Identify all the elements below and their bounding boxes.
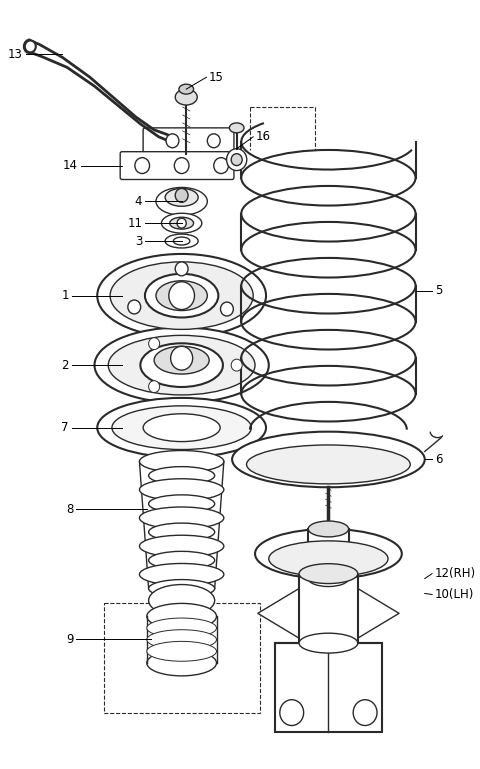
Ellipse shape <box>229 123 244 133</box>
Ellipse shape <box>140 343 223 387</box>
Ellipse shape <box>149 584 215 616</box>
Ellipse shape <box>140 507 224 529</box>
Text: 12(RH): 12(RH) <box>435 567 476 580</box>
Text: 14: 14 <box>63 159 78 172</box>
Ellipse shape <box>149 467 215 484</box>
Ellipse shape <box>149 495 215 513</box>
Ellipse shape <box>308 521 348 537</box>
Circle shape <box>128 300 141 314</box>
Text: 13: 13 <box>8 48 23 61</box>
Ellipse shape <box>140 451 224 472</box>
Ellipse shape <box>149 580 215 598</box>
Ellipse shape <box>143 414 220 441</box>
Ellipse shape <box>140 535 224 557</box>
Text: 6: 6 <box>435 453 442 466</box>
Ellipse shape <box>147 650 216 676</box>
Circle shape <box>169 281 194 310</box>
Ellipse shape <box>147 641 216 661</box>
Ellipse shape <box>232 431 425 488</box>
Ellipse shape <box>147 604 216 629</box>
Circle shape <box>280 700 304 725</box>
Circle shape <box>166 134 179 148</box>
Circle shape <box>149 381 160 393</box>
Text: 5: 5 <box>435 285 442 297</box>
Polygon shape <box>258 588 299 638</box>
Ellipse shape <box>147 618 216 638</box>
Ellipse shape <box>299 633 358 653</box>
Text: 15: 15 <box>209 71 224 84</box>
Ellipse shape <box>140 479 224 501</box>
Ellipse shape <box>149 523 215 541</box>
Ellipse shape <box>247 445 410 484</box>
Polygon shape <box>358 588 399 638</box>
Circle shape <box>174 158 189 174</box>
Circle shape <box>227 148 247 171</box>
Ellipse shape <box>147 630 216 650</box>
Ellipse shape <box>156 188 207 215</box>
Text: 11: 11 <box>127 217 142 230</box>
Ellipse shape <box>165 188 198 206</box>
Ellipse shape <box>161 213 202 233</box>
Ellipse shape <box>97 398 266 458</box>
Text: 3: 3 <box>135 235 142 248</box>
Text: 16: 16 <box>256 130 271 143</box>
Text: 4: 4 <box>135 195 142 208</box>
Ellipse shape <box>308 571 348 587</box>
Circle shape <box>353 700 377 725</box>
Circle shape <box>171 346 192 370</box>
Circle shape <box>177 218 186 228</box>
Text: 7: 7 <box>61 421 69 434</box>
Ellipse shape <box>140 564 224 585</box>
Text: 9: 9 <box>66 633 73 646</box>
Circle shape <box>149 338 160 350</box>
Ellipse shape <box>255 529 402 578</box>
Ellipse shape <box>299 564 358 584</box>
Ellipse shape <box>156 281 207 311</box>
Circle shape <box>25 41 36 52</box>
Ellipse shape <box>110 262 253 329</box>
Circle shape <box>231 154 242 165</box>
Circle shape <box>175 262 188 276</box>
Ellipse shape <box>112 406 252 450</box>
Ellipse shape <box>175 89 197 105</box>
Ellipse shape <box>149 551 215 569</box>
Ellipse shape <box>108 335 255 395</box>
Circle shape <box>231 359 242 371</box>
Ellipse shape <box>170 217 193 229</box>
Ellipse shape <box>179 84 193 94</box>
FancyBboxPatch shape <box>120 151 234 179</box>
Circle shape <box>220 302 233 316</box>
Circle shape <box>135 158 150 174</box>
Text: 8: 8 <box>66 503 73 515</box>
Ellipse shape <box>269 541 388 577</box>
Ellipse shape <box>97 254 266 338</box>
Circle shape <box>214 158 228 174</box>
Circle shape <box>207 134 220 148</box>
Circle shape <box>175 188 188 202</box>
Text: 1: 1 <box>61 289 69 302</box>
Ellipse shape <box>95 328 269 403</box>
Ellipse shape <box>145 274 218 318</box>
Ellipse shape <box>154 346 209 374</box>
FancyBboxPatch shape <box>275 643 382 732</box>
Ellipse shape <box>165 234 198 248</box>
Ellipse shape <box>173 237 190 245</box>
FancyBboxPatch shape <box>143 128 234 154</box>
Text: 2: 2 <box>61 358 69 371</box>
Text: 10(LH): 10(LH) <box>435 588 474 601</box>
